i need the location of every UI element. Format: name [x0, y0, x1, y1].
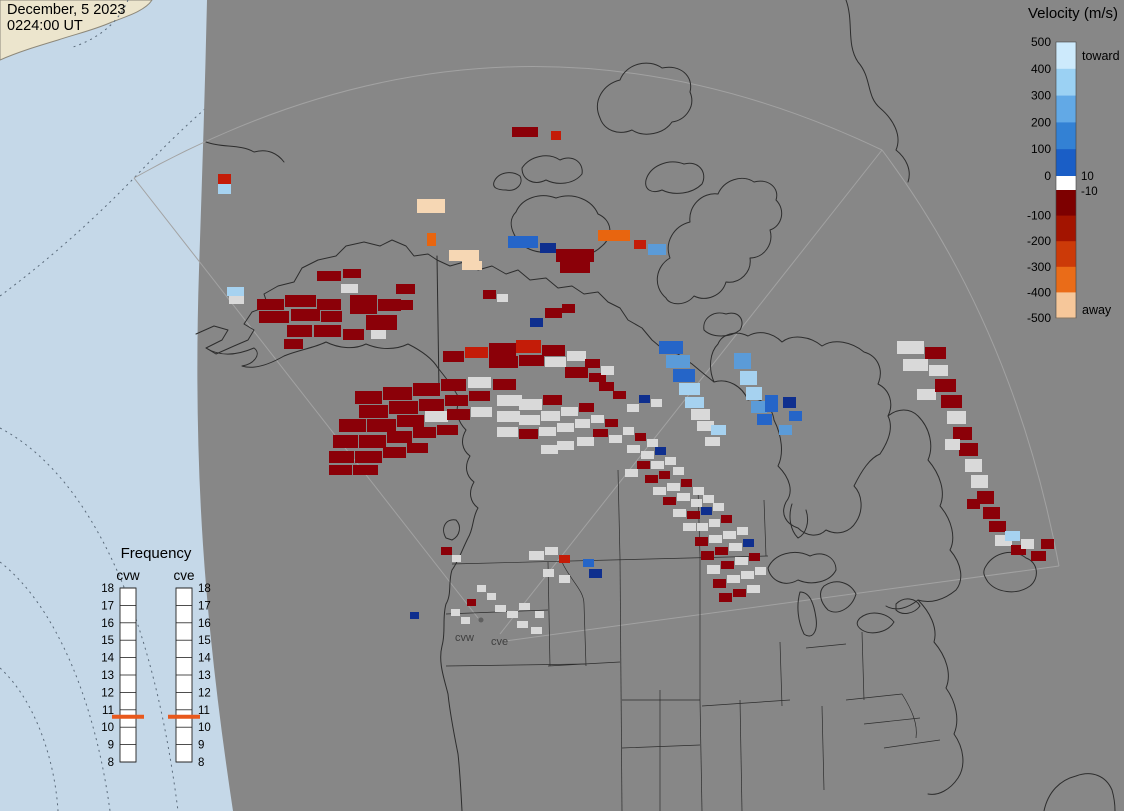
date-text: December, 5 2023 [7, 2, 126, 18]
svg-text:-10: -10 [1081, 186, 1098, 198]
svg-text:14: 14 [101, 653, 114, 665]
svg-text:11: 11 [198, 705, 210, 717]
svg-text:18: 18 [198, 583, 211, 595]
svg-text:away: away [1082, 303, 1112, 317]
svg-text:300: 300 [1031, 89, 1051, 103]
timestamp: December, 5 2023 0224:00 UT [7, 2, 126, 35]
radar-site-marker [478, 617, 484, 623]
svg-text:cvw: cvw [116, 568, 140, 583]
svg-text:14: 14 [198, 653, 211, 665]
svg-text:16: 16 [101, 618, 114, 630]
frequency-scale: cvw18171615141312111098cve18171615141312… [101, 568, 211, 769]
svg-text:17: 17 [101, 600, 114, 612]
daylit-land [0, 0, 153, 61]
svg-text:13: 13 [198, 670, 211, 682]
svg-text:-300: -300 [1027, 260, 1051, 274]
frequency-legend-title: Frequency [120, 545, 192, 562]
svg-text:cvw: cvw [455, 632, 474, 644]
svg-text:15: 15 [101, 635, 114, 647]
svg-text:10: 10 [1081, 171, 1094, 183]
svg-text:17: 17 [198, 600, 211, 612]
graticule-dotted [0, 0, 207, 811]
svg-text:cve: cve [173, 568, 194, 583]
svg-text:12: 12 [101, 687, 114, 699]
svg-text:12: 12 [198, 687, 211, 699]
velocity-data-cells [218, 127, 1054, 634]
svg-text:-400: -400 [1027, 285, 1051, 299]
svg-text:9: 9 [198, 740, 204, 752]
svg-text:toward: toward [1082, 49, 1120, 63]
svg-text:10: 10 [198, 722, 211, 734]
svg-text:13: 13 [101, 670, 114, 682]
svg-text:18: 18 [101, 583, 114, 595]
svg-text:15: 15 [198, 635, 211, 647]
time-text: 0224:00 UT [7, 17, 83, 34]
velocity-legend-title: Velocity (m/s) [1027, 5, 1118, 22]
svg-text:10: 10 [101, 722, 114, 734]
svg-text:500: 500 [1031, 35, 1051, 49]
svg-text:-100: -100 [1027, 209, 1051, 223]
svg-text:0: 0 [1044, 169, 1051, 183]
svg-text:100: 100 [1031, 142, 1051, 156]
coastlines [195, 0, 1116, 811]
svg-text:8: 8 [108, 757, 114, 769]
radar-site-labels: cvw cve [455, 632, 508, 648]
svg-text:cve: cve [491, 636, 508, 648]
svg-text:16: 16 [198, 618, 211, 630]
svg-text:200: 200 [1031, 115, 1051, 129]
svg-text:9: 9 [108, 740, 114, 752]
svg-text:400: 400 [1031, 62, 1051, 76]
svg-text:11: 11 [102, 705, 114, 717]
radar-fov-fan-lines [133, 66, 1060, 642]
velocity-colorbar: 500 400 300 200 100 0 -100 -200 -300 -400 -500 10 -1… [1027, 35, 1120, 325]
svg-text:-200: -200 [1027, 234, 1051, 248]
svg-text:-500: -500 [1027, 311, 1051, 325]
svg-text:8: 8 [198, 757, 204, 769]
